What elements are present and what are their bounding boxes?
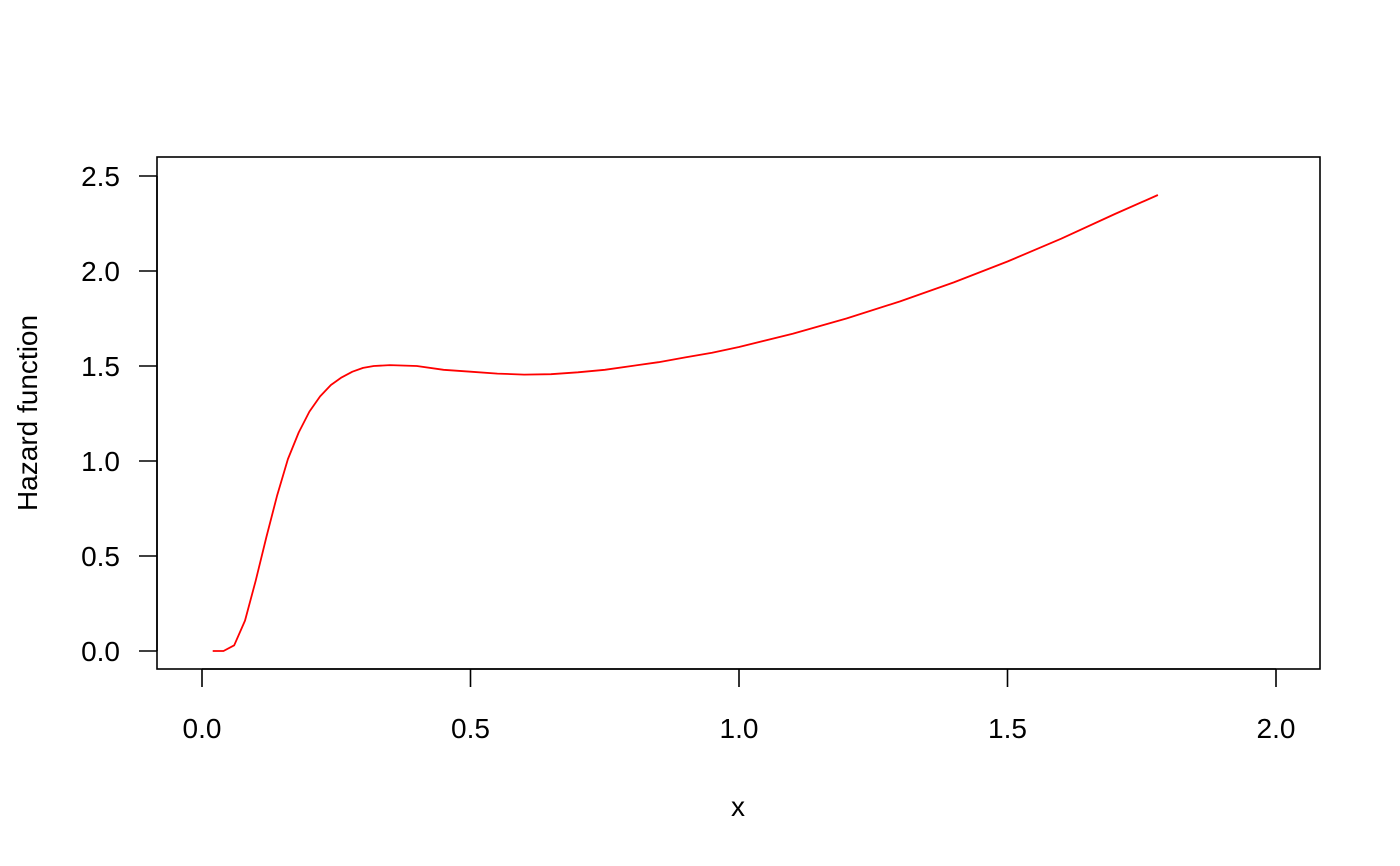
y-axis-ticks: 0.0 0.5 1.0 1.5 2.0 2.5 [81, 161, 157, 667]
y-tick-label: 2.0 [81, 256, 120, 287]
plot-frame [156, 156, 1321, 670]
x-tick-label: 2.0 [1257, 713, 1296, 744]
y-tick-label: 0.0 [81, 636, 120, 667]
y-tick-label: 1.0 [81, 446, 120, 477]
y-tick-label: 2.5 [81, 161, 120, 192]
x-tick-label: 0.0 [183, 713, 222, 744]
x-axis-ticks: 0.0 0.5 1.0 1.5 2.0 [183, 669, 1296, 744]
y-tick-label: 1.5 [81, 351, 120, 382]
series-group [212, 194, 1159, 652]
x-axis-label: x [731, 791, 745, 822]
y-axis-label: Hazard function [12, 315, 43, 511]
x-tick-label: 1.5 [988, 713, 1027, 744]
x-tick-label: 1.0 [720, 713, 759, 744]
hazard-function-line [212, 194, 1159, 652]
y-tick-label: 0.5 [81, 541, 120, 572]
x-tick-label: 0.5 [451, 713, 490, 744]
